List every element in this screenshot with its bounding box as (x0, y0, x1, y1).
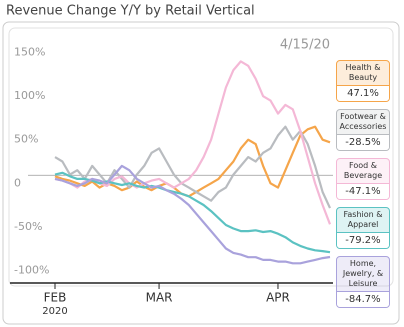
legend-item: Health & Beauty 47.1% (336, 60, 390, 102)
y-tick-label: 0 (14, 176, 21, 189)
series-line (54, 171, 331, 254)
legend-item: Food & Beverage -47.1% (336, 158, 390, 200)
year-label: 2020 (42, 306, 67, 317)
series-line (54, 125, 331, 198)
legend-value: -47.1% (337, 183, 389, 199)
y-tick-label: 50% (14, 133, 38, 146)
legend-name: Health & Beauty (345, 63, 381, 82)
legend-item: Footwear & Accessories -28.5% (336, 109, 390, 151)
chart-title: Revenue Change Y/Y by Retail Vertical (6, 4, 255, 19)
x-tick-label: FEB (44, 291, 67, 305)
series-line (54, 164, 331, 265)
legend-item: Fashion & Apparel -79.2% (336, 207, 390, 249)
legend-value: -28.5% (337, 134, 389, 150)
legend-value: 47.1% (337, 85, 389, 101)
legend-value: -79.2% (337, 232, 389, 248)
legend-name: Fashion & Apparel (343, 210, 383, 229)
y-tick-label: 100% (14, 89, 45, 102)
legend-name: Home, Jewelry, & Leisure (342, 259, 384, 288)
legend-item: Home, Jewelry, & Leisure -84.7% (336, 256, 390, 308)
x-tick-label: MAR (146, 291, 173, 305)
legend: Health & Beauty 47.1% Footwear & Accessori… (336, 60, 390, 308)
legend-name: Footwear & Accessories (339, 112, 387, 131)
y-tick-label: 150% (14, 46, 45, 59)
y-tick-label: -50% (14, 220, 42, 233)
legend-value: -84.7% (337, 291, 389, 307)
legend-name: Food & Beverage (343, 161, 383, 180)
date-label: 4/15/20 (280, 38, 330, 53)
x-tick-label: APR (266, 291, 290, 305)
series-line (54, 125, 331, 209)
y-tick-label: -100% (14, 263, 49, 276)
plot-panel (8, 27, 394, 287)
